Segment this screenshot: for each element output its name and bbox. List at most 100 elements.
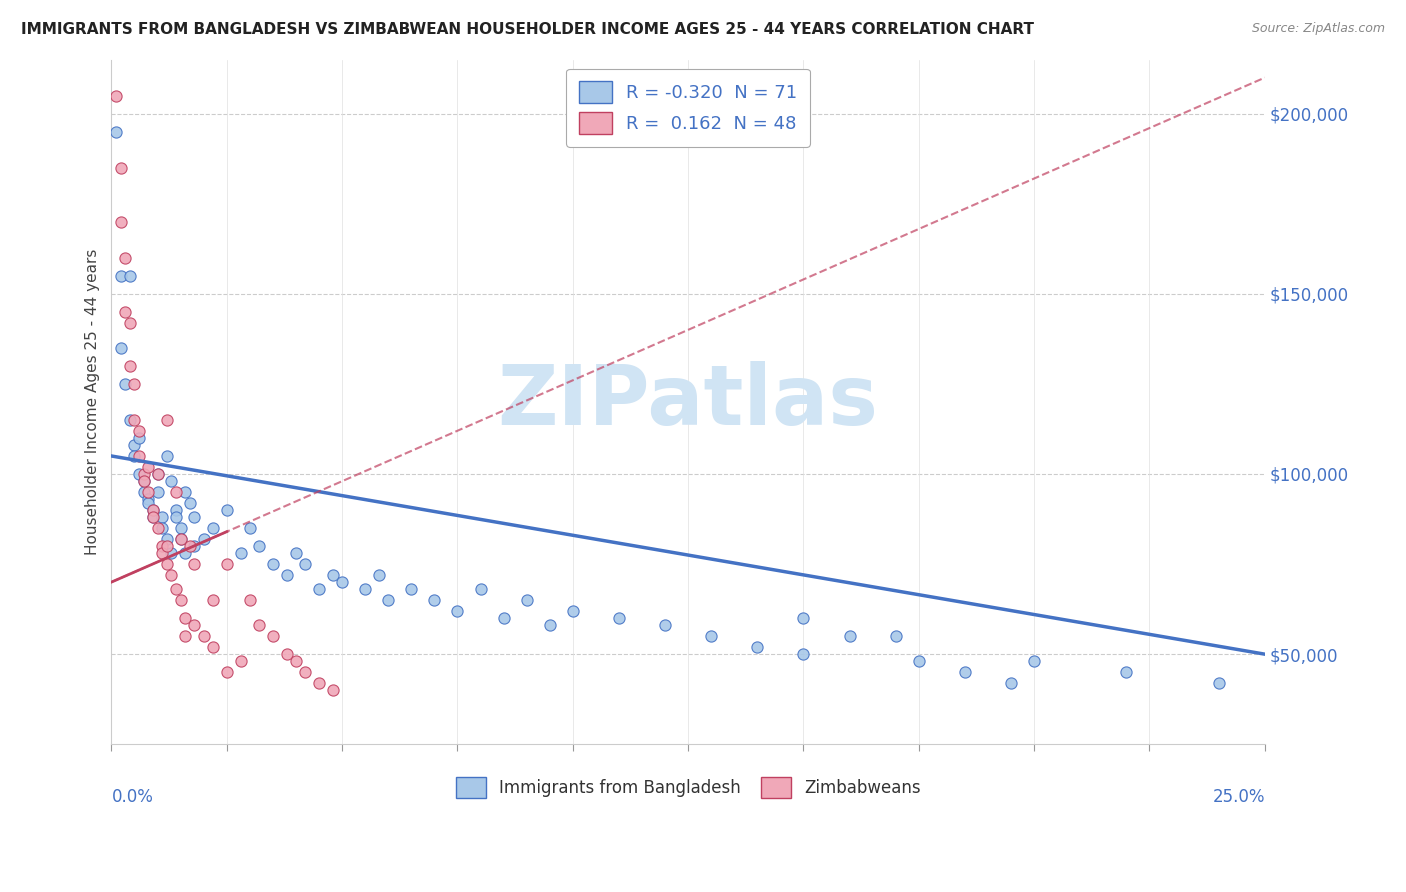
Legend: Immigrants from Bangladesh, Zimbabweans: Immigrants from Bangladesh, Zimbabweans [449,771,928,805]
Point [322,568,344,582]
Point [110,215,132,229]
Point [146,521,169,535]
Point [174,629,197,643]
Point [136,492,159,507]
Point [132,467,155,481]
Text: IMMIGRANTS FROM BANGLADESH VS ZIMBABWEAN HOUSEHOLDER INCOME AGES 25 - 44 YEARS C: IMMIGRANTS FROM BANGLADESH VS ZIMBABWEAN… [21,22,1033,37]
Point [183,510,205,524]
Point [114,251,136,265]
Point [276,647,298,661]
Point [1024,654,1046,668]
Point [118,316,141,330]
Point [156,449,179,463]
Point [156,413,179,427]
Point [183,618,205,632]
Point [128,431,150,445]
Point [132,485,155,500]
Point [165,503,187,517]
Point [165,485,187,500]
Point [160,546,183,560]
Point [239,521,262,535]
Point [179,496,201,510]
Point [294,665,316,680]
Point [114,376,136,391]
Point [792,647,814,661]
Point [700,629,723,643]
Point [1208,676,1230,690]
Point [284,546,307,560]
Point [132,474,155,488]
Point [262,629,284,643]
Point [156,557,179,571]
Point [150,546,173,560]
Point [174,611,197,625]
Point [354,582,377,597]
Point [146,467,169,481]
Text: 25.0%: 25.0% [1212,788,1265,805]
Point [401,582,423,597]
Point [322,683,344,698]
Point [193,629,215,643]
Point [747,640,769,654]
Text: Source: ZipAtlas.com: Source: ZipAtlas.com [1251,22,1385,36]
Point [229,546,252,560]
Point [142,510,165,524]
Point [124,438,146,452]
Point [124,449,146,463]
Point [136,459,159,474]
Point [142,503,165,517]
Point [142,503,165,517]
Point [169,593,191,607]
Point [183,539,205,553]
Point [215,503,238,517]
Point [308,676,330,690]
Text: 0.0%: 0.0% [111,788,153,805]
Point [132,474,155,488]
Point [953,665,976,680]
Point [654,618,676,632]
Point [792,611,814,625]
Point [838,629,860,643]
Point [146,467,169,481]
Point [105,125,128,139]
Point [142,510,165,524]
Point [247,618,270,632]
Point [136,485,159,500]
Point [561,604,583,618]
Point [470,582,492,597]
Point [165,582,187,597]
Point [201,640,224,654]
Point [150,510,173,524]
Point [124,376,146,391]
Point [128,424,150,438]
Point [169,532,191,546]
Point [239,593,262,607]
Point [229,654,252,668]
Point [179,539,201,553]
Point [446,604,468,618]
Point [160,568,183,582]
Point [368,568,391,582]
Point [607,611,630,625]
Point [201,521,224,535]
Point [884,629,907,643]
Point [114,305,136,319]
Point [156,539,179,553]
Point [169,532,191,546]
Point [193,532,215,546]
Point [110,341,132,355]
Point [174,485,197,500]
Point [183,557,205,571]
Point [150,539,173,553]
Point [156,532,179,546]
Point [110,268,132,283]
Point [174,546,197,560]
Point [492,611,515,625]
Point [201,593,224,607]
Point [169,521,191,535]
Point [105,88,128,103]
Point [284,654,307,668]
Point [330,575,353,590]
Point [128,449,150,463]
Point [516,593,538,607]
